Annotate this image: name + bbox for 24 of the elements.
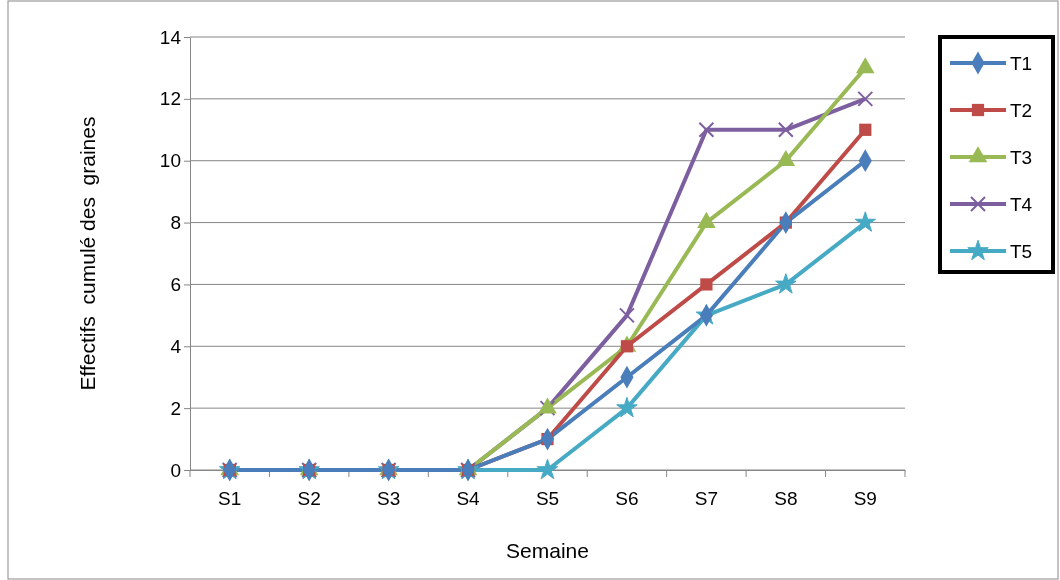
legend-label: T1 [1010, 53, 1033, 74]
x-tick-label: S6 [615, 488, 639, 510]
x-tick-label: S2 [297, 488, 321, 510]
x-tick-label: S3 [376, 488, 401, 510]
y-tick-label: 14 [159, 26, 182, 48]
y-axis-title: Effectifs cumulé des graines [76, 116, 99, 391]
y-tick-label: 12 [159, 88, 181, 110]
legend-label: T2 [1010, 100, 1033, 121]
x-tick-label: S5 [535, 488, 560, 510]
y-tick-label: 8 [170, 212, 181, 234]
x-tick-label: S9 [853, 488, 877, 510]
y-tick-label: 6 [170, 274, 181, 296]
x-tick-label: S8 [774, 488, 798, 510]
y-tick-label: 4 [170, 335, 182, 357]
x-tick-label: S4 [456, 488, 481, 510]
legend-label: T5 [1010, 241, 1033, 262]
legend-label: T4 [1010, 194, 1033, 215]
x-tick-label: S1 [218, 488, 242, 510]
x-tick-label: S7 [694, 488, 719, 510]
y-tick-label: 10 [159, 150, 181, 172]
y-tick-label: 2 [170, 397, 181, 419]
y-tick-label: 0 [170, 459, 181, 481]
x-axis-title: Semaine [506, 539, 589, 562]
legend-label: T3 [1010, 147, 1033, 168]
